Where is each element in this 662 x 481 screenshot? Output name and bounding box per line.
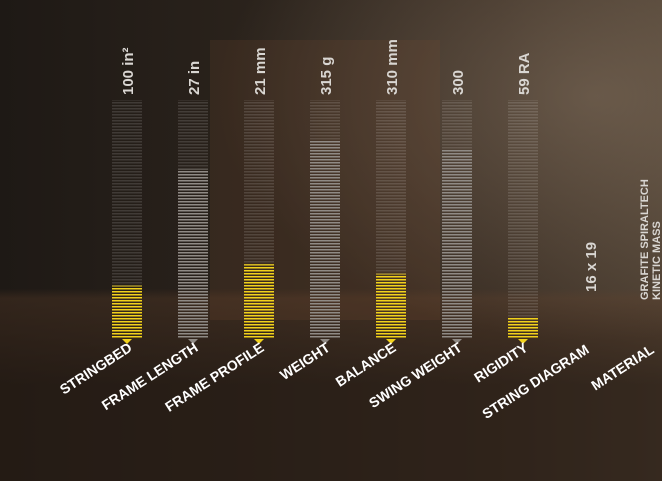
gauge-pointer — [122, 339, 132, 344]
spec-value: 315 g — [318, 57, 335, 95]
gauge-fill — [178, 169, 208, 338]
material-value: KINETIC MASS — [651, 221, 662, 300]
spec-label: RIGIDITY — [471, 339, 531, 386]
gauge-fill — [112, 285, 142, 338]
gauge-track — [508, 100, 538, 338]
gauge-pointer — [452, 339, 462, 344]
spec-value: 310 mm — [384, 39, 401, 95]
string-diagram-label: STRING DIAGRAM — [479, 341, 591, 422]
gauge-fill — [442, 149, 472, 338]
gauge-pointer — [188, 339, 198, 344]
gauge-fill — [310, 140, 340, 338]
spec-value: 21 mm — [252, 47, 269, 95]
gauge-pointer — [320, 339, 330, 344]
material-label: MATERIAL — [588, 341, 657, 393]
spec-value: 59 RA — [516, 52, 533, 95]
spec-label: WEIGHT — [277, 339, 333, 383]
gauge-fill — [508, 316, 538, 338]
gauge-pointer — [386, 339, 396, 344]
material-value: GRAFITE SPIRALTECH — [639, 179, 651, 300]
spec-value: 300 — [450, 70, 467, 95]
gauge-pointer — [518, 339, 528, 344]
spec-value: 27 in — [186, 61, 203, 95]
gauge-fill — [244, 264, 274, 338]
gauge-fill — [376, 273, 406, 338]
spec-value: 100 in² — [120, 47, 137, 95]
string-diagram-value: 16 x 19 — [583, 242, 600, 292]
gauge-pointer — [254, 339, 264, 344]
